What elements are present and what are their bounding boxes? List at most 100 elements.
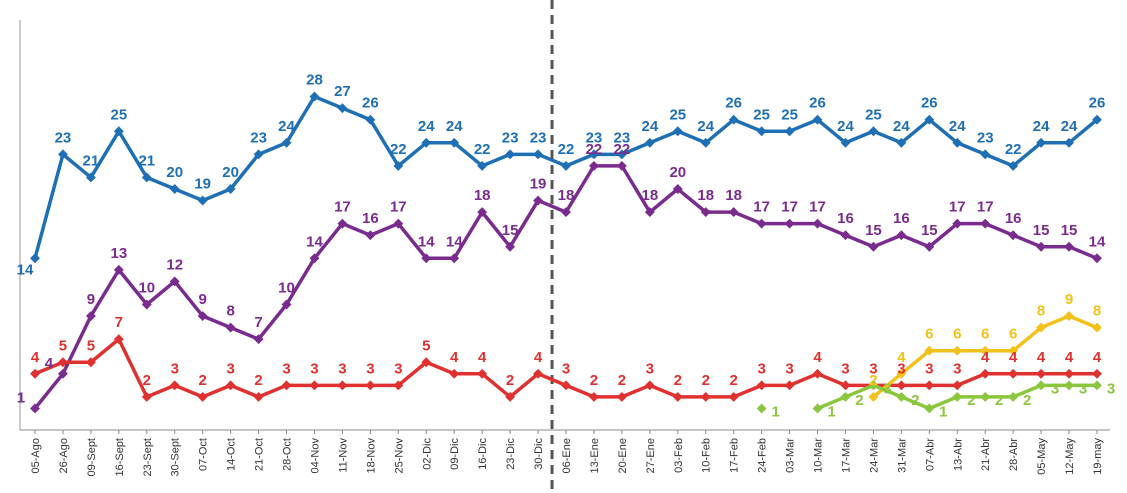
data-point xyxy=(449,368,460,379)
data-label: 27 xyxy=(334,83,351,100)
data-label: 3 xyxy=(1051,380,1059,397)
data-point xyxy=(924,403,935,414)
data-point xyxy=(57,149,68,160)
data-label: 17 xyxy=(390,199,407,216)
data-label: 17 xyxy=(809,199,826,216)
data-label: 20 xyxy=(222,164,239,181)
x-tick-label: 13-Abr xyxy=(952,438,964,471)
data-point xyxy=(141,391,152,402)
data-label: 3 xyxy=(841,360,849,377)
data-label: 1 xyxy=(827,403,835,420)
data-label: 3 xyxy=(757,360,765,377)
data-label: 18 xyxy=(725,187,742,204)
data-label: 2 xyxy=(730,372,738,389)
data-point xyxy=(980,391,991,402)
data-label: 21 xyxy=(138,152,155,169)
data-point xyxy=(505,149,516,160)
data-point xyxy=(728,391,739,402)
data-label: 15 xyxy=(502,222,519,239)
x-tick-label: 18-Nov xyxy=(365,438,377,474)
data-point xyxy=(533,368,544,379)
data-label: 7 xyxy=(115,314,123,331)
data-point xyxy=(533,149,544,160)
data-label: 2 xyxy=(506,372,514,389)
data-point xyxy=(1064,241,1075,252)
data-point xyxy=(309,253,320,264)
data-point xyxy=(169,184,180,194)
x-tick-label: 16-Dic xyxy=(477,438,489,470)
data-label: 3 xyxy=(897,360,905,377)
data-label: 2 xyxy=(855,392,863,409)
data-point xyxy=(980,149,991,160)
data-point xyxy=(113,126,124,137)
data-point xyxy=(169,276,180,287)
data-label: 24 xyxy=(278,118,295,135)
data-label: 2 xyxy=(702,372,710,389)
data-point xyxy=(812,403,823,414)
data-point xyxy=(952,380,963,391)
x-tick-label: 09-Dic xyxy=(449,438,461,470)
data-point xyxy=(421,137,432,148)
data-point xyxy=(141,172,152,183)
data-label: 24 xyxy=(697,118,714,135)
data-label: 2 xyxy=(254,372,262,389)
x-tick-label: 20-Ene xyxy=(617,438,629,473)
data-label: 6 xyxy=(925,326,933,343)
series-2 xyxy=(30,334,1102,402)
data-label: 13 xyxy=(110,245,127,262)
data-label: 4 xyxy=(45,355,54,372)
x-tick-label: 03-Mar xyxy=(785,438,797,473)
data-label: 28 xyxy=(306,72,323,89)
data-label: 3 xyxy=(953,360,961,377)
data-label: 24 xyxy=(641,118,658,135)
data-point xyxy=(1092,322,1102,333)
data-label: 10 xyxy=(278,280,295,297)
data-label: 22 xyxy=(614,141,631,158)
data-point xyxy=(1008,368,1019,379)
x-tick-label: 28-Oct xyxy=(282,438,294,471)
data-label: 2 xyxy=(995,392,1003,409)
data-label: 3 xyxy=(883,380,891,397)
data-point xyxy=(1008,230,1019,241)
data-label: 22 xyxy=(1005,141,1022,158)
x-tick-label: 19-may xyxy=(1092,438,1104,475)
data-point xyxy=(896,137,907,148)
data-point xyxy=(1036,322,1047,333)
data-point xyxy=(393,218,404,229)
data-point xyxy=(868,241,879,252)
data-label: 26 xyxy=(725,95,742,112)
x-tick-label: 10-Mar xyxy=(813,438,825,473)
data-label: 14 xyxy=(446,233,463,250)
data-point xyxy=(337,218,348,229)
x-tick-label: 05-May xyxy=(1036,438,1048,475)
x-tick-label: 11-Nov xyxy=(337,438,349,473)
data-label: 24 xyxy=(1033,118,1050,135)
data-point xyxy=(281,380,292,391)
data-label: 4 xyxy=(478,349,487,366)
data-point xyxy=(672,184,683,194)
data-label: 4 xyxy=(534,349,543,366)
x-tick-label: 23-Sept xyxy=(142,438,154,477)
x-tick-label: 10-Feb xyxy=(701,438,713,473)
data-label: 6 xyxy=(981,326,989,343)
data-label: 5 xyxy=(59,337,67,354)
data-point xyxy=(756,403,767,414)
x-tick-label: 28-Abr xyxy=(1008,438,1020,471)
data-point xyxy=(588,160,599,171)
data-point xyxy=(1092,253,1102,264)
data-point xyxy=(588,149,599,160)
data-label: 3 xyxy=(226,360,234,377)
data-point xyxy=(924,345,935,356)
data-label: 1 xyxy=(939,403,947,420)
x-tick-label: 24-Feb xyxy=(757,438,769,473)
data-label: 8 xyxy=(226,303,234,320)
data-label: 2 xyxy=(590,372,598,389)
data-label: 24 xyxy=(418,118,435,135)
data-point xyxy=(924,241,935,252)
x-tick-label: 17-Mar xyxy=(840,438,852,473)
data-label: 20 xyxy=(166,164,183,181)
data-label: 14 xyxy=(17,261,34,278)
data-point xyxy=(449,137,460,148)
x-tick-label: 23-Dic xyxy=(505,438,517,470)
data-point xyxy=(393,380,404,391)
